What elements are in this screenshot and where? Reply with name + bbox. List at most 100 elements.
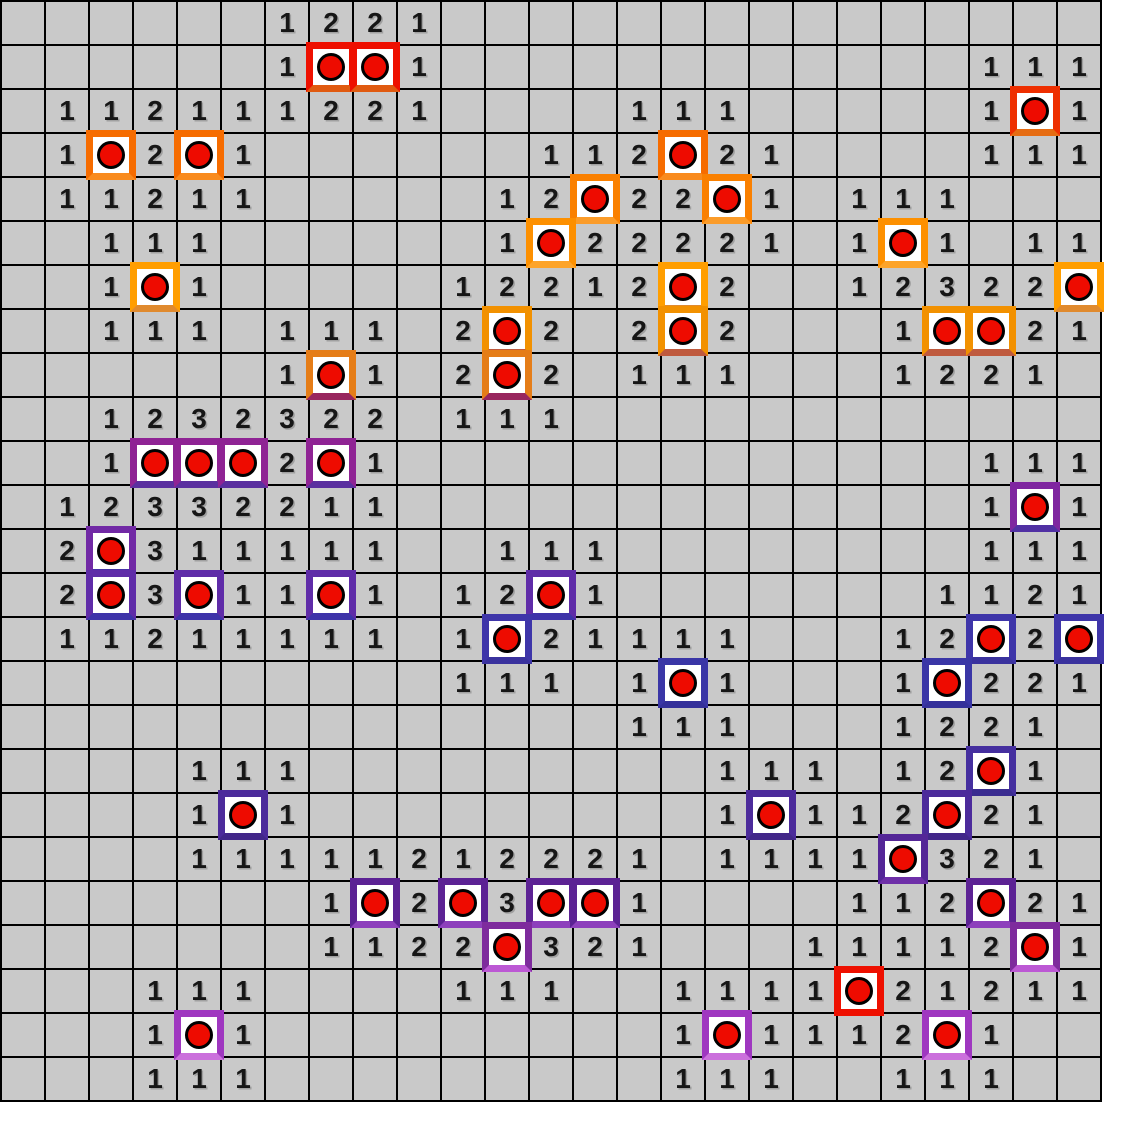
cell-r7c13[interactable]	[574, 310, 616, 352]
cell-r16c22[interactable]: 2	[970, 706, 1012, 748]
cell-r5c21[interactable]: 1	[926, 222, 968, 264]
cell-r18c5[interactable]	[218, 790, 268, 840]
cell-r6c0[interactable]	[2, 266, 44, 308]
cell-r4c18[interactable]	[794, 178, 836, 220]
cell-r9c8[interactable]: 2	[354, 398, 396, 440]
cell-r16c23[interactable]: 1	[1014, 706, 1056, 748]
cell-r24c18[interactable]	[794, 1058, 836, 1100]
cell-r18c10[interactable]	[442, 794, 484, 836]
cell-r19c21[interactable]: 3	[926, 838, 968, 880]
cell-r20c12[interactable]	[526, 878, 576, 928]
cell-r12c0[interactable]	[2, 530, 44, 572]
cell-r18c22[interactable]: 2	[970, 794, 1012, 836]
cell-r22c3[interactable]: 1	[134, 970, 176, 1012]
cell-r15c15[interactable]	[658, 658, 708, 708]
cell-r7c15[interactable]	[658, 306, 708, 356]
cell-r16c4[interactable]	[178, 706, 220, 748]
cell-r3c24[interactable]: 1	[1058, 134, 1100, 176]
cell-r15c17[interactable]	[750, 662, 792, 704]
cell-r13c23[interactable]: 2	[1014, 574, 1056, 616]
cell-r2c10[interactable]	[442, 90, 484, 132]
cell-r8c21[interactable]: 2	[926, 354, 968, 396]
cell-r2c1[interactable]: 1	[46, 90, 88, 132]
cell-r21c11[interactable]	[482, 922, 532, 972]
cell-r7c11[interactable]	[482, 306, 532, 356]
cell-r4c2[interactable]: 1	[90, 178, 132, 220]
cell-r20c0[interactable]	[2, 882, 44, 924]
cell-r9c6[interactable]: 3	[266, 398, 308, 440]
cell-r17c16[interactable]: 1	[706, 750, 748, 792]
cell-r2c19[interactable]	[838, 90, 880, 132]
cell-r22c16[interactable]: 1	[706, 970, 748, 1012]
cell-r8c23[interactable]: 1	[1014, 354, 1056, 396]
cell-r22c17[interactable]: 1	[750, 970, 792, 1012]
cell-r14c6[interactable]: 1	[266, 618, 308, 660]
cell-r12c18[interactable]	[794, 530, 836, 572]
cell-r7c6[interactable]: 1	[266, 310, 308, 352]
cell-r11c1[interactable]: 1	[46, 486, 88, 528]
cell-r5c8[interactable]	[354, 222, 396, 264]
cell-r2c7[interactable]: 2	[310, 90, 352, 132]
cell-r24c20[interactable]: 1	[882, 1058, 924, 1100]
cell-r6c24[interactable]	[1054, 262, 1104, 312]
cell-r18c0[interactable]	[2, 794, 44, 836]
cell-r11c14[interactable]	[618, 486, 660, 528]
cell-r18c14[interactable]	[618, 794, 660, 836]
cell-r0c21[interactable]	[926, 2, 968, 44]
cell-r5c11[interactable]: 1	[486, 222, 528, 264]
cell-r8c10[interactable]: 2	[442, 354, 484, 396]
cell-r13c3[interactable]: 3	[134, 574, 176, 616]
cell-r1c19[interactable]	[838, 46, 880, 88]
cell-r1c13[interactable]	[574, 46, 616, 88]
cell-r1c23[interactable]: 1	[1014, 46, 1056, 88]
cell-r18c20[interactable]: 2	[882, 794, 924, 836]
cell-r23c9[interactable]	[398, 1014, 440, 1056]
cell-r10c24[interactable]: 1	[1058, 442, 1100, 484]
cell-r5c19[interactable]: 1	[838, 222, 880, 264]
cell-r1c20[interactable]	[882, 46, 924, 88]
cell-r12c24[interactable]: 1	[1058, 530, 1100, 572]
cell-r3c17[interactable]: 1	[750, 134, 792, 176]
cell-r11c18[interactable]	[794, 486, 836, 528]
cell-r6c11[interactable]: 2	[486, 266, 528, 308]
cell-r10c1[interactable]	[46, 442, 88, 484]
cell-r8c5[interactable]	[222, 354, 264, 396]
cell-r23c8[interactable]	[354, 1014, 396, 1056]
cell-r13c5[interactable]: 1	[222, 574, 264, 616]
cell-r21c7[interactable]: 1	[310, 926, 352, 968]
cell-r13c15[interactable]	[662, 574, 704, 616]
cell-r6c9[interactable]	[398, 266, 440, 308]
cell-r7c5[interactable]	[222, 310, 264, 352]
cell-r12c12[interactable]: 1	[530, 530, 572, 572]
cell-r10c17[interactable]	[750, 442, 792, 484]
cell-r0c20[interactable]	[882, 2, 924, 44]
cell-r18c12[interactable]	[530, 794, 572, 836]
cell-r3c15[interactable]	[658, 130, 708, 180]
cell-r16c13[interactable]	[574, 706, 616, 748]
cell-r12c10[interactable]	[442, 530, 484, 572]
cell-r3c14[interactable]: 2	[618, 134, 660, 176]
cell-r24c11[interactable]	[486, 1058, 528, 1100]
cell-r23c12[interactable]	[530, 1014, 572, 1056]
cell-r21c10[interactable]: 2	[442, 926, 484, 968]
cell-r17c21[interactable]: 2	[926, 750, 968, 792]
cell-r18c18[interactable]: 1	[794, 794, 836, 836]
cell-r20c8[interactable]	[350, 878, 400, 928]
cell-r1c15[interactable]	[662, 46, 704, 88]
cell-r9c7[interactable]: 2	[310, 398, 352, 440]
cell-r21c24[interactable]: 1	[1058, 926, 1100, 968]
cell-r12c1[interactable]: 2	[46, 530, 88, 572]
cell-r4c14[interactable]: 2	[618, 178, 660, 220]
cell-r8c8[interactable]: 1	[354, 354, 396, 396]
cell-r3c12[interactable]: 1	[530, 134, 572, 176]
cell-r13c21[interactable]: 1	[926, 574, 968, 616]
cell-r23c5[interactable]: 1	[222, 1014, 264, 1056]
cell-r8c12[interactable]: 2	[530, 354, 572, 396]
cell-r22c11[interactable]: 1	[486, 970, 528, 1012]
cell-r5c0[interactable]	[2, 222, 44, 264]
cell-r12c3[interactable]: 3	[134, 530, 176, 572]
cell-r14c1[interactable]: 1	[46, 618, 88, 660]
cell-r15c6[interactable]	[266, 662, 308, 704]
cell-r3c11[interactable]	[486, 134, 528, 176]
cell-r8c22[interactable]: 2	[970, 354, 1012, 396]
